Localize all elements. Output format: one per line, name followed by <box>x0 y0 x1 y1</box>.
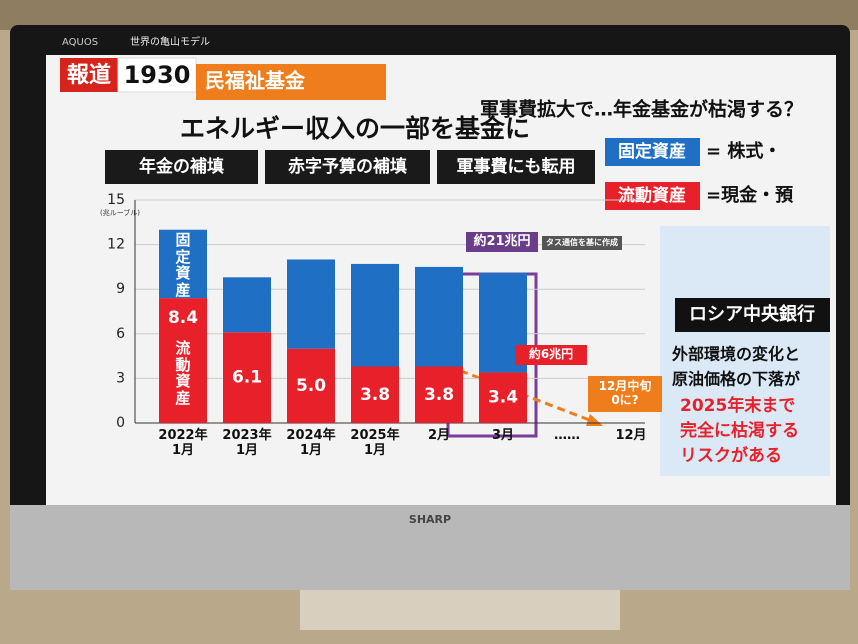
bar-segment <box>223 277 271 333</box>
annotation: 約6兆円 <box>515 345 587 365</box>
y-tick-label: 3 <box>116 370 125 386</box>
definition: = 株式・ <box>706 140 781 162</box>
x-tick-label: 2025年 1月 <box>350 428 400 458</box>
x-tick-label: 12月 <box>615 428 647 443</box>
x-tick-label: 2022年 1月 <box>158 428 208 458</box>
use-label: 赤字予算の補填 <box>288 156 407 177</box>
banner: 民福祉基金 <box>205 69 306 93</box>
use-box <box>105 150 258 184</box>
y-tick-label: 15 <box>107 192 125 208</box>
y-tick-label: 6 <box>116 326 125 342</box>
bar-segment <box>351 263 399 367</box>
headline: 軍事費拡大で…年金基金が枯渇する？ <box>480 98 803 121</box>
panel-warning: リスクがある <box>680 445 782 466</box>
x-tick-label: 3月 <box>491 428 515 443</box>
program-box <box>60 58 118 92</box>
brand: AQUOS <box>62 37 98 48</box>
term: 流動資産 <box>618 185 686 206</box>
value-label: 3.4 <box>488 388 518 408</box>
bar-segment <box>479 372 527 423</box>
time-box <box>117 57 197 93</box>
definition: =現金・預 <box>706 184 794 206</box>
use-label: 軍事費にも転用 <box>457 156 576 177</box>
series-name: 流動資産 <box>175 339 191 407</box>
series-name: 固定資産 <box>175 231 191 299</box>
use-box <box>437 150 595 184</box>
value-label: 3.8 <box>360 385 390 405</box>
y-axis-label: (兆ルーブル) <box>100 208 140 217</box>
brand: SHARP <box>409 513 451 526</box>
side-panel <box>660 226 830 476</box>
x-tick-label: …… <box>554 428 580 443</box>
term-box <box>605 182 700 210</box>
y-tick-label: 0 <box>116 415 125 431</box>
bar-segment <box>159 298 207 423</box>
bar-segment <box>415 366 463 423</box>
panel-title: ロシア中央銀行 <box>689 303 815 325</box>
panel-line: 原油価格の下落が <box>672 370 800 389</box>
title: エネルギー収入の一部を基金に <box>180 114 530 143</box>
model: 世界の亀山モデル <box>130 35 210 48</box>
x-tick-label: 2024年 1月 <box>286 428 336 458</box>
silver-strip <box>10 505 850 590</box>
program: 報道 <box>67 62 111 88</box>
value-label: 6.1 <box>232 368 262 388</box>
value-label: 8.4 <box>168 308 198 328</box>
x-tick-label: 2月 <box>427 428 451 443</box>
bar-segment <box>415 266 463 367</box>
banner-box <box>196 64 386 100</box>
annotation: 約21兆円 <box>466 232 538 252</box>
use-label: 年金の補填 <box>139 156 224 177</box>
panel-warning: 2025年末まで <box>680 395 795 416</box>
term-box <box>605 138 700 166</box>
x-tick-label: 2023年 1月 <box>222 428 272 458</box>
bar-segment <box>351 366 399 423</box>
y-tick-label: 9 <box>116 281 125 297</box>
panel-line: 外部環境の変化と <box>671 345 800 364</box>
program-time: 1930 <box>124 61 191 89</box>
bar-segment <box>223 332 271 423</box>
value-label: 3.8 <box>424 385 454 405</box>
bar-segment <box>287 348 335 423</box>
bar-segment <box>287 259 335 349</box>
y-tick-label: 12 <box>107 237 125 253</box>
annotation: 12月中旬 0に? <box>588 376 662 412</box>
panel-title-box <box>675 298 830 332</box>
annotation: タス通信を基に作成 <box>542 236 622 250</box>
term: 固定資産 <box>618 141 686 162</box>
stand <box>300 590 620 630</box>
bar-segment <box>159 229 207 299</box>
use-box <box>265 150 430 184</box>
value-label: 5.0 <box>296 376 326 396</box>
panel-warning: 完全に枯渇する <box>680 420 799 441</box>
